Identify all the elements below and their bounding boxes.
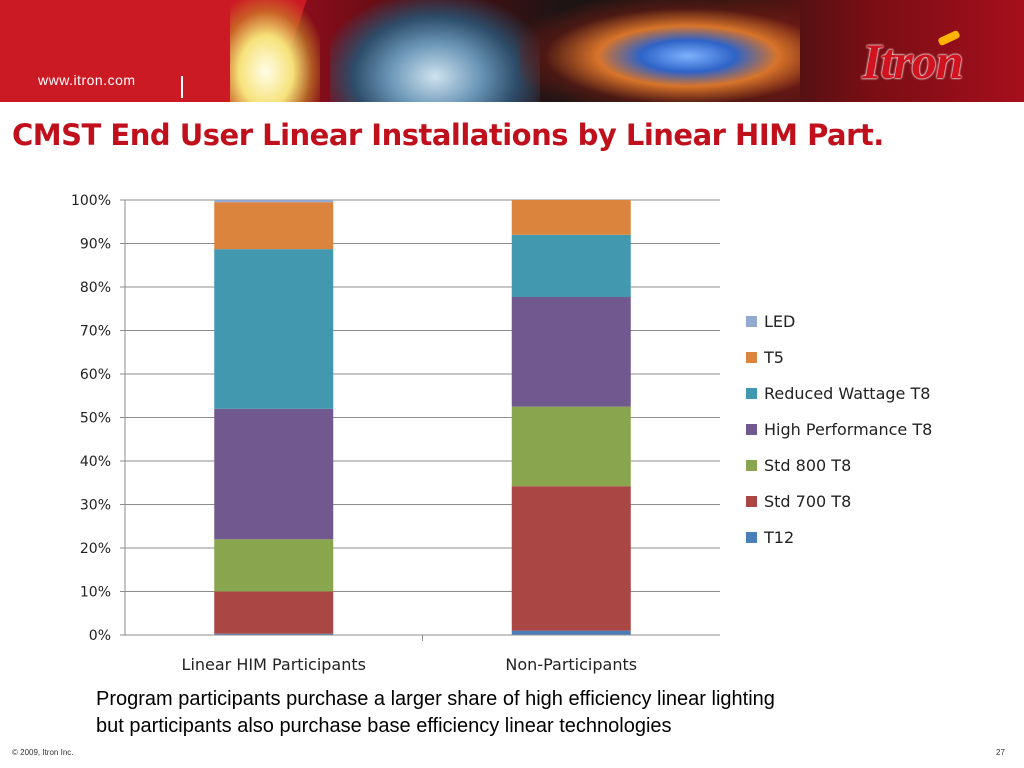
bar-segment-std-700-t8 (511, 486, 631, 631)
bar-segment-t12 (214, 633, 334, 635)
header-banner: www.itron.com Itron (0, 0, 1024, 102)
bar-segment-t5 (214, 202, 334, 250)
y-tick-label: 70% (80, 324, 111, 340)
legend-label: Std 800 T8 (764, 456, 851, 475)
y-tick-label: 40% (80, 454, 111, 470)
legend-swatch (746, 352, 757, 363)
stacked-bar-chart: 0% 10% 20% 30% 40% 50% 60% 70% 80% 90% 100% Linear… (71, 193, 932, 674)
legend-swatch (746, 316, 757, 327)
lightbulb-image (230, 0, 320, 102)
bar-segment-reduced-wattage-t8 (511, 234, 631, 298)
bar-segment-std-700-t8 (214, 591, 334, 634)
legend-swatch (746, 424, 757, 435)
banner-red-panel (0, 0, 250, 102)
slide-title: CMST End User Linear Installations by Li… (12, 118, 884, 152)
slide-caption: Program participants purchase a larger s… (96, 686, 996, 740)
caption-line-1: Program participants purchase a larger s… (96, 688, 775, 710)
legend-label: T5 (763, 348, 784, 367)
y-tick-label: 20% (80, 541, 111, 557)
legend-swatch (746, 496, 757, 507)
legend-label: T12 (763, 528, 794, 547)
caption-line-2: but participants also purchase base effi… (96, 715, 672, 737)
legend-swatch (746, 532, 757, 543)
legend-label: High Performance T8 (764, 420, 932, 439)
legend-label: Reduced Wattage T8 (764, 384, 930, 403)
header-divider (181, 76, 183, 98)
bar-segment-reduced-wattage-t8 (214, 249, 334, 409)
y-tick-label: 10% (80, 585, 111, 601)
y-tick-label: 100% (71, 193, 111, 209)
chart-axes (124, 200, 720, 641)
bar-segment-high-performance-t8 (511, 297, 631, 407)
legend-swatch (746, 388, 757, 399)
bar-segment-std-800-t8 (511, 406, 631, 487)
website-url[interactable]: www.itron.com (38, 72, 136, 88)
bar-segment-led (214, 200, 334, 203)
bar-segment-t12 (511, 630, 631, 635)
y-tick-label: 30% (80, 498, 111, 514)
x-axis-labels: Linear HIM Participants Non-Participants (182, 655, 638, 674)
y-tick-label: 50% (80, 411, 111, 427)
chart-legend: LED T5 Reduced Wattage T8 High Performance … (746, 312, 932, 547)
legend-label: LED (764, 312, 795, 331)
bar-segment-std-800-t8 (214, 539, 334, 592)
y-tick-label: 0% (89, 628, 111, 644)
legend-swatch (746, 460, 757, 471)
y-tick-label: 90% (80, 237, 111, 253)
y-tick-label: 80% (80, 280, 111, 296)
gas-flame-image (520, 0, 800, 102)
bar-segment-t5 (511, 200, 631, 235)
bar-segment-high-performance-t8 (214, 408, 334, 540)
page-number: 27 (996, 748, 1005, 757)
copyright-text: © 2009, Itron Inc. (12, 748, 74, 757)
chart-bars (214, 200, 631, 635)
y-axis-ticks: 0% 10% 20% 30% 40% 50% 60% 70% 80% 90% 100% (71, 193, 125, 644)
legend-label: Std 700 T8 (764, 492, 851, 511)
y-tick-label: 60% (80, 367, 111, 383)
x-category-label: Non-Participants (505, 655, 637, 674)
x-category-label: Linear HIM Participants (182, 655, 366, 674)
water-drop-image (330, 0, 540, 102)
